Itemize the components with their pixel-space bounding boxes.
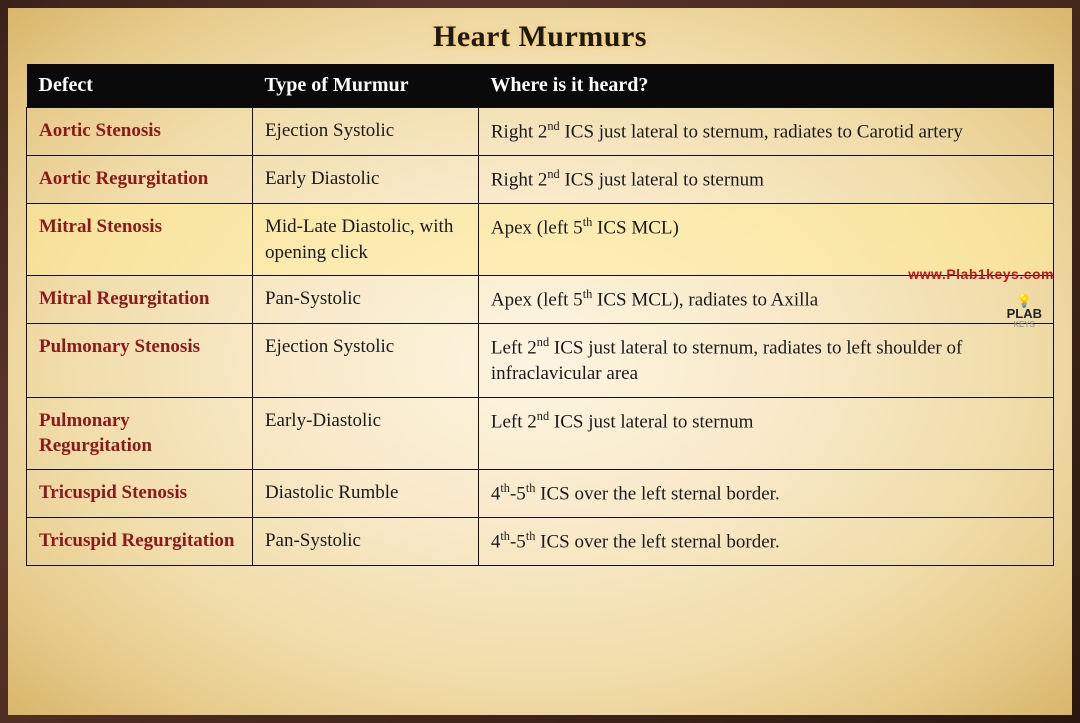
watermark-logo-sub: KEYS <box>1007 321 1042 329</box>
table-row: Pulmonary StenosisEjection SystolicLeft … <box>27 324 1054 398</box>
cell-defect: Pulmonary Regurgitation <box>27 397 253 469</box>
cell-where: 4th-5th ICS over the left sternal border… <box>478 470 1053 518</box>
col-header-defect: Defect <box>27 64 253 108</box>
table-row: Mitral RegurgitationPan-SystolicApex (le… <box>27 276 1054 324</box>
table-row: Tricuspid RegurgitationPan-Systolic4th-5… <box>27 518 1054 566</box>
cell-where: 4th-5th ICS over the left sternal border… <box>478 518 1053 566</box>
cell-defect: Aortic Stenosis <box>27 108 253 156</box>
cell-defect: Pulmonary Stenosis <box>27 324 253 398</box>
cell-where: Right 2nd ICS just lateral to sternum, r… <box>478 108 1053 156</box>
table-header-row: Defect Type of Murmur Where is it heard? <box>27 64 1054 108</box>
cell-type: Ejection Systolic <box>252 108 478 156</box>
cell-defect: Tricuspid Regurgitation <box>27 518 253 566</box>
watermark-logo: 💡 PLAB KEYS <box>1007 294 1042 329</box>
cell-where: Left 2nd ICS just lateral to sternum, ra… <box>478 324 1053 398</box>
cell-defect: Tricuspid Stenosis <box>27 470 253 518</box>
page: Heart Murmurs Defect Type of Murmur Wher… <box>8 8 1072 715</box>
page-title: Heart Murmurs <box>26 20 1054 54</box>
col-header-where: Where is it heard? <box>478 64 1053 108</box>
cell-where: Left 2nd ICS just lateral to sternum <box>478 397 1053 469</box>
murmurs-table: Defect Type of Murmur Where is it heard?… <box>26 64 1054 566</box>
table-row: Aortic StenosisEjection SystolicRight 2n… <box>27 108 1054 156</box>
cell-type: Pan-Systolic <box>252 276 478 324</box>
cell-defect: Mitral Stenosis <box>27 203 253 275</box>
cell-type: Diastolic Rumble <box>252 470 478 518</box>
cell-defect: Mitral Regurgitation <box>27 276 253 324</box>
cell-defect: Aortic Regurgitation <box>27 155 253 203</box>
cell-type: Pan-Systolic <box>252 518 478 566</box>
table-row: Tricuspid StenosisDiastolic Rumble4th-5t… <box>27 470 1054 518</box>
table-row: Pulmonary RegurgitationEarly-DiastolicLe… <box>27 397 1054 469</box>
table-row: Mitral StenosisMid-Late Diastolic, with … <box>27 203 1054 275</box>
table-row: Aortic RegurgitationEarly DiastolicRight… <box>27 155 1054 203</box>
cell-where: Apex (left 5th ICS MCL) <box>478 203 1053 275</box>
cell-type: Mid-Late Diastolic, with opening click <box>252 203 478 275</box>
cell-type: Early Diastolic <box>252 155 478 203</box>
cell-type: Early-Diastolic <box>252 397 478 469</box>
outer-frame: Heart Murmurs Defect Type of Murmur Wher… <box>0 0 1080 723</box>
cell-where: Right 2nd ICS just lateral to sternum <box>478 155 1053 203</box>
table-body: Aortic StenosisEjection SystolicRight 2n… <box>27 108 1054 566</box>
cell-type: Ejection Systolic <box>252 324 478 398</box>
col-header-type: Type of Murmur <box>252 64 478 108</box>
cell-where: Apex (left 5th ICS MCL), radiates to Axi… <box>478 276 1053 324</box>
watermark-logo-text: PLAB <box>1007 307 1042 321</box>
watermark-url: www.Plab1keys.com <box>908 266 1054 282</box>
